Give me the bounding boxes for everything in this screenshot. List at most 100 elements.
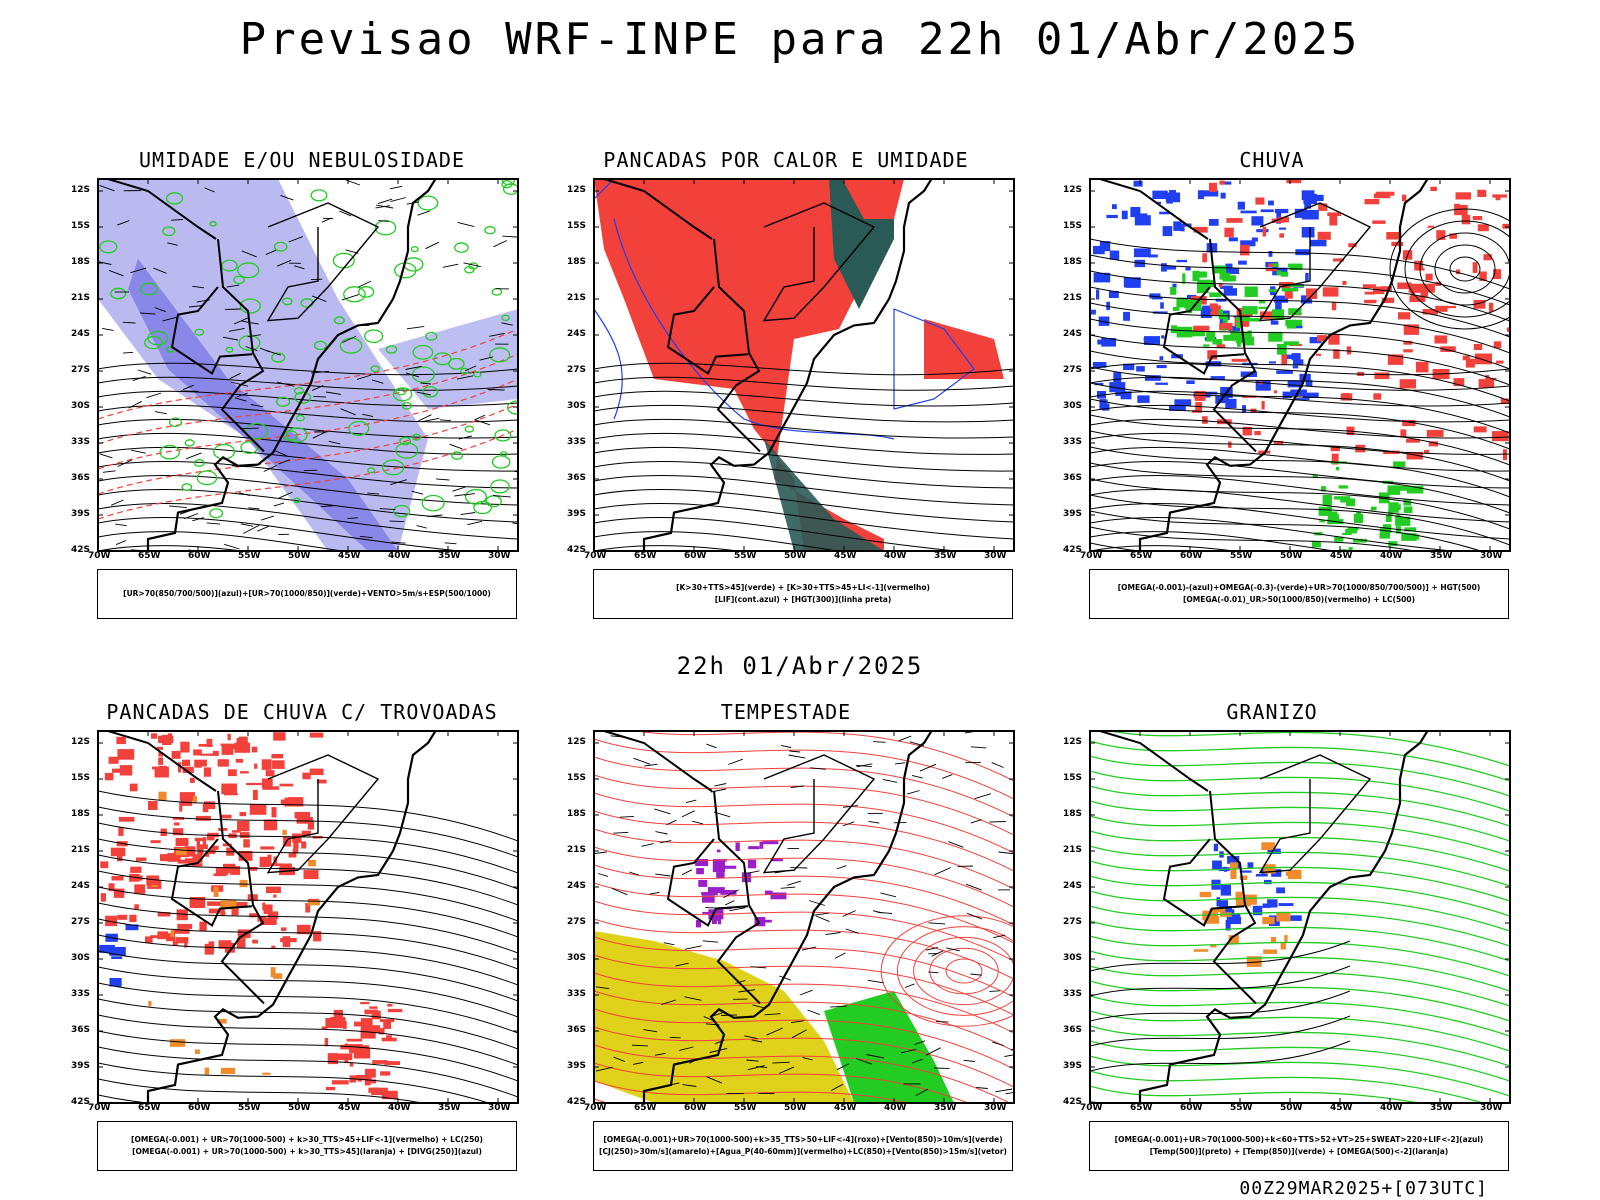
lat-tick-label: 42S	[567, 545, 587, 555]
lat-tick-label: 21S	[71, 845, 91, 855]
lon-tick-label: 30W	[488, 1103, 511, 1113]
legend-granizo: [OMEGA(-0.001)+UR>70(1000-500)+k<60+TTS>…	[1089, 1121, 1509, 1171]
lon-tick-label: 70W	[88, 551, 111, 561]
lon-tick-label: 70W	[584, 1103, 607, 1113]
lat-tick-label: 15S	[1063, 221, 1083, 231]
lon-tick-label: 60W	[188, 551, 211, 561]
lat-tick-label: 36S	[1063, 473, 1083, 483]
lat-tick-label: 30S	[71, 953, 91, 963]
lon-tick-label: 55W	[1230, 1103, 1253, 1113]
run-info-footer: 00Z29MAR2025+[073UTC]	[1239, 1178, 1488, 1199]
legend-line: [OMEGA(-0.001)-(azul)+OMEGA(-0.3)-(verde…	[1117, 583, 1481, 592]
lat-tick-label: 36S	[71, 473, 91, 483]
lon-tick-label: 50W	[784, 1103, 807, 1113]
lon-tick-label: 50W	[784, 551, 807, 561]
lon-tick-label: 55W	[1230, 551, 1253, 561]
lat-tick-label: 12S	[1063, 185, 1083, 195]
main-title: Previsao WRF-INPE para 22h 01/Abr/2025	[239, 14, 1361, 65]
lon-tick-label: 60W	[188, 1103, 211, 1113]
lon-tick-label: 45W	[834, 1103, 857, 1113]
map-svg	[593, 730, 1015, 1104]
lat-tick-label: 36S	[71, 1025, 91, 1035]
lat-tick-label: 21S	[1063, 293, 1083, 303]
lon-tick-label: 60W	[684, 551, 707, 561]
lat-tick-label: 33S	[1063, 437, 1083, 447]
lat-tick-label: 42S	[567, 1097, 587, 1107]
lat-tick-label: 24S	[567, 881, 587, 891]
lon-tick-label: 35W	[1430, 1103, 1453, 1113]
lat-tick-label: 39S	[71, 1061, 91, 1071]
lon-tick-label: 70W	[1080, 1103, 1103, 1113]
lat-tick-label: 24S	[1063, 329, 1083, 339]
lon-tick-label: 45W	[338, 551, 361, 561]
lon-tick-label: 65W	[138, 1103, 161, 1113]
lat-tick-label: 12S	[71, 737, 91, 747]
lat-tick-label: 18S	[1063, 257, 1083, 267]
map-svg	[1089, 730, 1511, 1104]
lat-tick-label: 27S	[1063, 365, 1083, 375]
lat-tick-label: 39S	[567, 1061, 587, 1071]
lon-tick-label: 30W	[984, 551, 1007, 561]
legend-line: [CJ(250)>30m/s](amarelo)+[Agua_P(40-60mm…	[599, 1147, 1007, 1156]
lat-tick-label: 27S	[71, 917, 91, 927]
lon-tick-label: 50W	[1280, 1103, 1303, 1113]
lat-tick-label: 18S	[1063, 809, 1083, 819]
lat-tick-label: 15S	[567, 773, 587, 783]
legend-line: [UR>70(850/700/500)](azul)+[UR>70(1000/8…	[123, 589, 491, 598]
lon-tick-label: 45W	[834, 551, 857, 561]
panel-title-pancadas-calor: PANCADAS POR CALOR E UMIDADE	[603, 148, 969, 172]
lon-tick-label: 70W	[1080, 551, 1103, 561]
map-umidade	[97, 178, 519, 552]
lon-tick-label: 70W	[88, 1103, 111, 1113]
lat-tick-label: 18S	[71, 257, 91, 267]
legend-line: [OMEGA(-0.001)+UR>70(1000-500)+k<60+TTS>…	[1114, 1135, 1484, 1144]
legend-pancadas-calor: [K>30+TTS>45](verde) + [K>30+TTS>45+LI<-…	[593, 569, 1013, 619]
lat-tick-label: 15S	[71, 773, 91, 783]
lon-tick-label: 35W	[438, 1103, 461, 1113]
lat-tick-label: 30S	[1063, 401, 1083, 411]
lat-tick-label: 33S	[567, 437, 587, 447]
lat-tick-label: 33S	[71, 989, 91, 999]
lat-tick-label: 42S	[1063, 1097, 1083, 1107]
lon-tick-label: 65W	[634, 551, 657, 561]
legend-line: [OMEGA(-0.001)+UR>70(1000-500)+k>35_TTS>…	[603, 1135, 1003, 1144]
panel-title-granizo: GRANIZO	[1226, 700, 1318, 724]
lat-tick-label: 30S	[71, 401, 91, 411]
legend-line: [LIF](cont.azul) + [HGT(300)](linha pret…	[714, 595, 892, 604]
lat-tick-label: 12S	[1063, 737, 1083, 747]
lon-tick-label: 40W	[884, 551, 907, 561]
lat-tick-label: 27S	[71, 365, 91, 375]
lat-tick-label: 30S	[567, 401, 587, 411]
lon-tick-label: 45W	[1330, 551, 1353, 561]
lat-tick-label: 12S	[71, 185, 91, 195]
panel-title-chuva: CHUVA	[1239, 148, 1305, 172]
lat-tick-label: 24S	[71, 881, 91, 891]
lat-tick-label: 27S	[567, 365, 587, 375]
map-svg	[97, 730, 519, 1104]
panel-title-tempestade: TEMPESTADE	[720, 700, 852, 724]
lat-tick-label: 24S	[71, 329, 91, 339]
forecast-time-label: 22h 01/Abr/2025	[676, 652, 924, 680]
lon-tick-label: 30W	[1480, 551, 1503, 561]
lat-tick-label: 27S	[1063, 917, 1083, 927]
lat-tick-label: 24S	[1063, 881, 1083, 891]
lat-tick-label: 24S	[567, 329, 587, 339]
lon-tick-label: 55W	[734, 1103, 757, 1113]
map-pancadas-calor	[593, 178, 1015, 552]
lat-tick-label: 39S	[71, 509, 91, 519]
map-granizo	[1089, 730, 1511, 1104]
lon-tick-label: 65W	[1130, 551, 1153, 561]
lon-tick-label: 40W	[1380, 1103, 1403, 1113]
lat-tick-label: 15S	[1063, 773, 1083, 783]
lon-tick-label: 40W	[1380, 551, 1403, 561]
lat-tick-label: 30S	[567, 953, 587, 963]
lat-tick-label: 39S	[567, 509, 587, 519]
lon-tick-label: 35W	[438, 551, 461, 561]
lat-tick-label: 36S	[1063, 1025, 1083, 1035]
lat-tick-label: 39S	[1063, 509, 1083, 519]
lon-tick-label: 30W	[488, 551, 511, 561]
legend-line: [OMEGA(-0.001) + UR>70(1000-500) + k>30_…	[131, 1135, 483, 1144]
lat-tick-label: 42S	[1063, 545, 1083, 555]
panel-title-umidade: UMIDADE E/OU NEBULOSIDADE	[138, 148, 466, 172]
lat-tick-label: 12S	[567, 737, 587, 747]
